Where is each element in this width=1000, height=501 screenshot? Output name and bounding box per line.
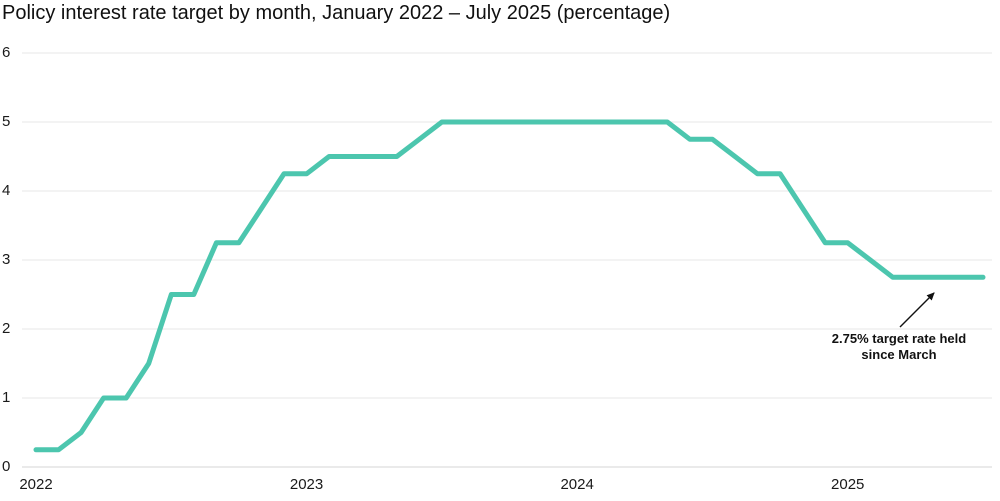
rate-line — [33, 119, 986, 453]
chart-title: Policy interest rate target by month, Ja… — [2, 2, 671, 24]
y-axis-tick-label: 5 — [2, 113, 11, 130]
annotation-arrow — [899, 292, 935, 328]
y-axis-tick-label: 1 — [2, 389, 11, 406]
annotation-label: 2.75% target rate held since March — [799, 331, 999, 363]
y-axis-tick-label: 4 — [2, 182, 11, 199]
annotation-line-2: since March — [861, 347, 937, 362]
x-axis-year-label: 2022 — [19, 476, 53, 493]
y-axis-tick-label: 0 — [2, 458, 11, 475]
x-axis-year-label: 2023 — [289, 476, 324, 493]
annotation-line-1: 2.75% target rate held — [831, 331, 967, 346]
x-axis-year-label: 2025 — [831, 476, 865, 493]
x-axis-year-label: 2024 — [560, 476, 594, 493]
y-axis-tick-label: 3 — [2, 251, 11, 268]
y-axis-tick-label: 2 — [2, 320, 11, 337]
y-axis-tick-label: 6 — [2, 44, 11, 61]
